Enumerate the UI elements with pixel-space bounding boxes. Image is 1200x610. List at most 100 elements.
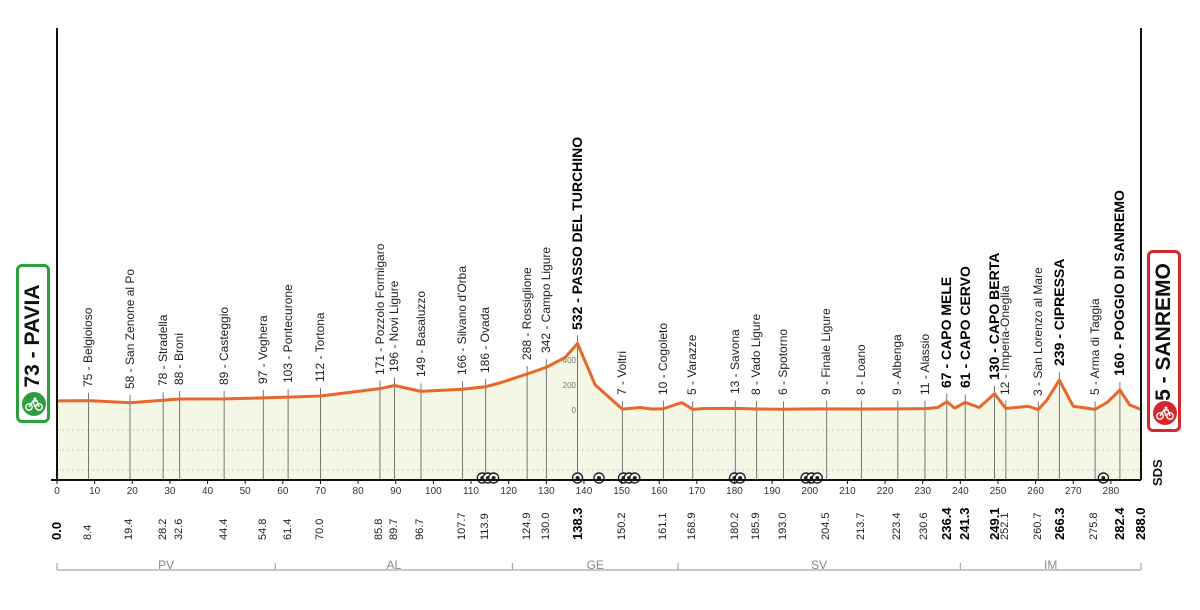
km-label: 168.9 [686,512,699,540]
location-label: 58 - San Zenone al Po [122,268,137,389]
km-label: 89.7 [388,518,401,540]
x-tick-label: 270 [1065,486,1082,497]
sponsor-logo-text: SDS [1150,459,1165,486]
x-tick-label: 180 [726,486,743,497]
province-label: IM [1044,558,1057,572]
location-label: 13 - Savona [727,329,742,395]
location-label: 75 - Belgioioso [81,307,96,387]
y-tick-label: 400 [563,356,577,365]
profile-line [56,342,1142,412]
km-label: 213.7 [854,512,867,540]
location-label: 9 - Finale Ligure [819,308,834,395]
km-label: 282.4 [1112,507,1128,540]
x-tick-label: 20 [127,486,139,497]
x-tick-label: 120 [500,486,517,497]
x-tick-label: 200 [801,486,818,497]
km-label: 44.4 [217,518,230,540]
checkpoint-icon [571,472,584,484]
location-label: 12 - Imperia-Oneglia [998,285,1013,395]
location-label: 196 - Novi Ligure [387,280,402,372]
km-label: 138.3 [569,507,585,540]
x-tick-label: 280 [1103,486,1120,497]
checkpoint-icon [811,472,824,484]
location-label: 186 - Ovada [478,306,493,373]
checkpoint-icon [487,472,500,484]
x-tick-label: 190 [764,486,781,497]
location-label: 10 - Cogoleto [655,322,670,395]
checkpoint-icon [1097,472,1110,484]
location-label: 6 - Spotorno [775,329,790,396]
km-label: 288.0 [1133,507,1148,540]
x-tick-label: 40 [202,486,214,497]
location-label: 7 - Voltri [614,351,629,396]
x-tick-label: 210 [839,486,856,497]
x-tick-label: 50 [240,486,252,497]
km-label: 8.4 [82,524,95,540]
x-tick-label: 80 [353,486,365,497]
x-tick-label: 90 [390,486,402,497]
location-label: 67 - CAPO MELE [938,276,955,388]
x-tick-label: 70 [315,486,327,497]
x-tick-label: 10 [89,486,101,497]
location-label: 88 - Broni [172,332,187,385]
km-label: 130.0 [539,512,552,540]
location-label: 5 - Varazze [685,334,700,396]
x-tick-label: 110 [463,486,479,497]
x-tick-label: 30 [164,486,176,497]
km-label: 185.9 [750,512,763,540]
km-label: 96.7 [414,518,427,540]
km-label: 61.4 [281,518,294,540]
location-label: 3 - San Lorenzo al Mare [1030,266,1045,396]
location-label: 78 - Stradella [155,314,170,387]
location-label: 8 - Vado Ligure [749,313,764,395]
start-badge: 73 - PAVIA [16,264,50,423]
x-tick-label: 170 [689,486,706,497]
km-label: 28.2 [156,518,169,540]
km-label: 241.3 [957,507,973,540]
km-label: 193.0 [776,512,789,540]
km-label: 54.8 [256,518,269,540]
km-label: 32.6 [173,518,186,540]
km-label: 85.8 [373,518,386,540]
province-label: AL [387,558,402,572]
km-label: 150.2 [615,512,628,540]
km-label: 161.1 [656,512,669,540]
x-tick-label: 130 [538,486,555,497]
km-label: 236.4 [938,507,954,540]
y-tick-label: 0 [572,406,577,415]
location-label: 112 - Tortona [313,312,328,382]
province-label: SV [811,558,827,572]
km-label: 204.5 [820,512,833,540]
x-tick-label: 100 [425,486,442,497]
x-tick-label: 250 [990,486,1007,497]
km-label: 113.9 [479,513,492,540]
km-label: 180.2 [728,512,741,540]
province-label: PV [158,558,174,572]
location-label: 160 - POGGIO DI SANREMO [1111,190,1128,376]
x-tick-label: 220 [877,486,894,497]
km-label: 124.9 [520,512,533,540]
start-badge-text: 73 - PAVIA [21,284,44,388]
x-tick-label: 160 [651,486,668,497]
location-label: 171 - Pozzolo Formigaro [372,243,387,375]
checkpoint-icon [629,472,641,484]
location-label: 103 - Pontecurone [280,284,295,384]
location-label: 9 - Albenga [890,334,905,395]
km-label: 0.0 [49,521,64,540]
location-label: 166 - Silvano d'Orba [454,266,469,376]
finish-badge: 5 - SANREMO [1147,250,1181,432]
km-label: 266.3 [1051,507,1067,540]
location-label: 342 - Campo Ligure [538,247,553,354]
km-label: 252.1 [999,512,1012,540]
location-label: 8 - Loano [853,344,868,395]
km-label: 70.0 [313,518,326,540]
location-label: 149 - Basaluzzo [413,291,428,378]
x-tick-label: 230 [914,486,931,497]
km-label: 107.7 [455,512,468,540]
finish-badge-text: 5 - SANREMO [1152,263,1175,402]
x-tick-label: 0 [54,486,60,497]
location-label: 97 - Voghera [255,315,270,384]
km-label: 260.7 [1031,512,1044,540]
x-tick-label: 140 [576,486,593,497]
location-label: 288 - Rossiglione [519,267,534,360]
